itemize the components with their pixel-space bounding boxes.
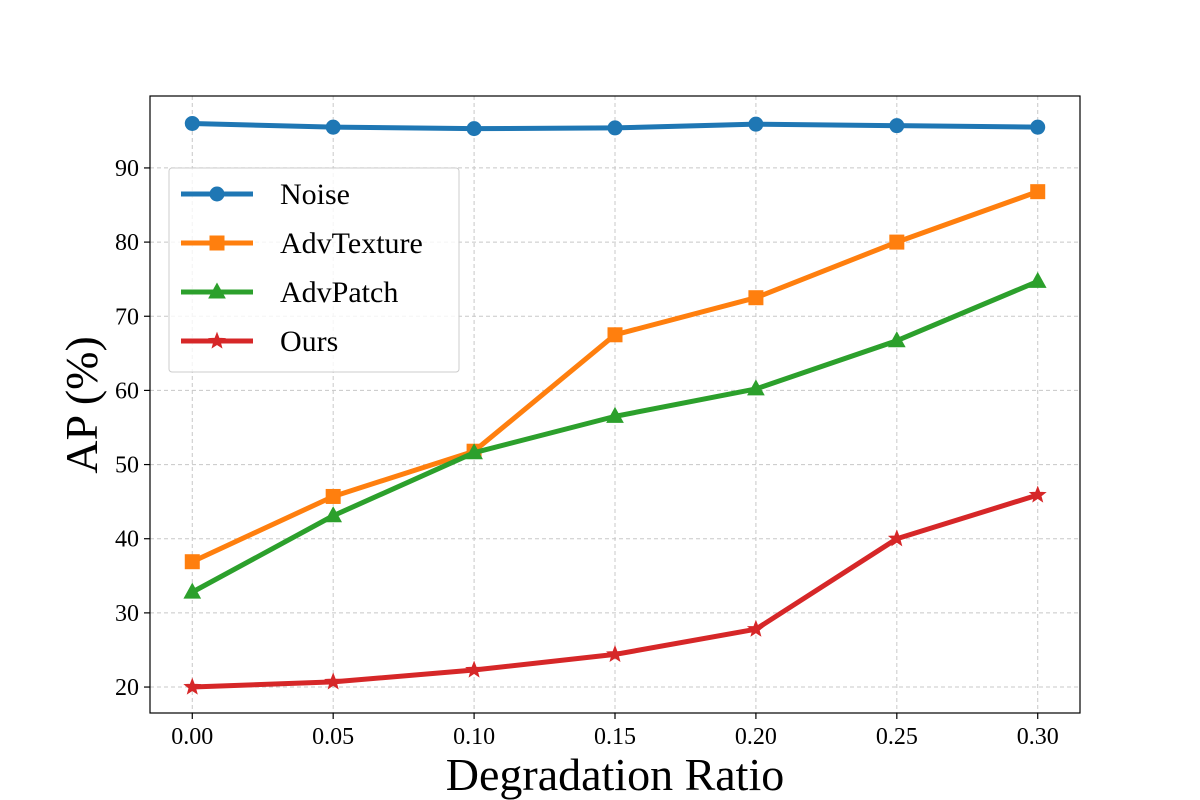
data-point-ours xyxy=(324,672,343,690)
data-point-ours xyxy=(183,677,202,695)
data-point-advtexture xyxy=(184,554,200,570)
legend-item-noise: Noise xyxy=(181,178,350,211)
legend-label: AdvPatch xyxy=(280,276,398,309)
legend-item-ours: Ours xyxy=(181,325,338,358)
y-tick-label: 20 xyxy=(115,675,139,701)
data-point-noise xyxy=(325,119,341,135)
data-point-advtexture xyxy=(325,488,341,504)
data-point-advpatch xyxy=(465,443,483,460)
series-noise xyxy=(184,115,1046,137)
x-axis-title: Degradation Ratio xyxy=(446,749,785,800)
data-point-advtexture xyxy=(1030,184,1046,200)
data-point-advtexture xyxy=(889,234,905,250)
data-point-ours xyxy=(746,619,765,637)
y-tick-label: 60 xyxy=(115,378,139,404)
data-point-noise xyxy=(184,115,200,131)
y-axis: 20 30 40 50 60 70 80 90 xyxy=(115,156,150,701)
y-tick-label: 80 xyxy=(115,230,139,256)
data-point-advpatch xyxy=(183,582,202,599)
data-point-noise xyxy=(1030,119,1046,135)
x-tick-label: 0.30 xyxy=(1017,724,1059,750)
y-tick-label: 50 xyxy=(115,453,139,479)
legend-label: Noise xyxy=(280,178,350,211)
legend-marker-ours xyxy=(208,331,226,349)
legend-frame xyxy=(168,167,460,373)
y-axis-title: AP (%) xyxy=(56,336,107,474)
data-point-ours xyxy=(606,645,624,663)
legend-marker-advpatch xyxy=(208,282,226,299)
series-group xyxy=(183,115,1047,695)
series-advpatch xyxy=(183,271,1047,599)
data-point-ours xyxy=(465,660,484,678)
data-point-advpatch xyxy=(747,379,765,396)
data-point-noise xyxy=(889,118,905,134)
y-tick-label: 30 xyxy=(115,601,139,627)
x-tick-label: 0.15 xyxy=(594,724,636,750)
y-tick-label: 90 xyxy=(115,156,139,182)
legend-marker-advtexture xyxy=(209,235,225,251)
legend: Noise AdvTexture AdvPatch Ours xyxy=(168,167,460,373)
data-point-advpatch xyxy=(324,506,343,523)
x-tick-label: 0.05 xyxy=(312,724,354,750)
data-point-advpatch xyxy=(1028,271,1047,288)
data-point-ours xyxy=(1028,485,1047,503)
data-point-ours xyxy=(887,529,906,547)
legend-marker-noise xyxy=(209,186,225,202)
y-tick-label: 40 xyxy=(115,527,139,553)
data-point-advtexture xyxy=(607,327,623,343)
legend-label: AdvTexture xyxy=(280,227,423,260)
x-tick-label: 0.20 xyxy=(735,724,777,750)
data-point-noise xyxy=(466,121,482,137)
series-advtexture xyxy=(184,184,1046,570)
x-tick-label: 0.00 xyxy=(171,724,213,750)
legend-item-advtexture: AdvTexture xyxy=(181,227,423,260)
series-ours xyxy=(183,485,1047,695)
x-tick-label: 0.25 xyxy=(876,724,918,750)
x-tick-label: 0.10 xyxy=(453,724,495,750)
data-point-noise xyxy=(748,116,764,132)
data-point-noise xyxy=(607,120,623,136)
y-tick-label: 70 xyxy=(115,304,139,330)
legend-label: Ours xyxy=(280,325,338,358)
data-point-advtexture xyxy=(748,290,764,306)
data-point-advpatch xyxy=(887,331,906,348)
legend-item-advpatch: AdvPatch xyxy=(181,276,398,309)
data-point-advpatch xyxy=(606,406,624,423)
x-axis: 0.00 0.05 0.10 0.15 0.20 0.25 0.30 xyxy=(171,713,1059,750)
